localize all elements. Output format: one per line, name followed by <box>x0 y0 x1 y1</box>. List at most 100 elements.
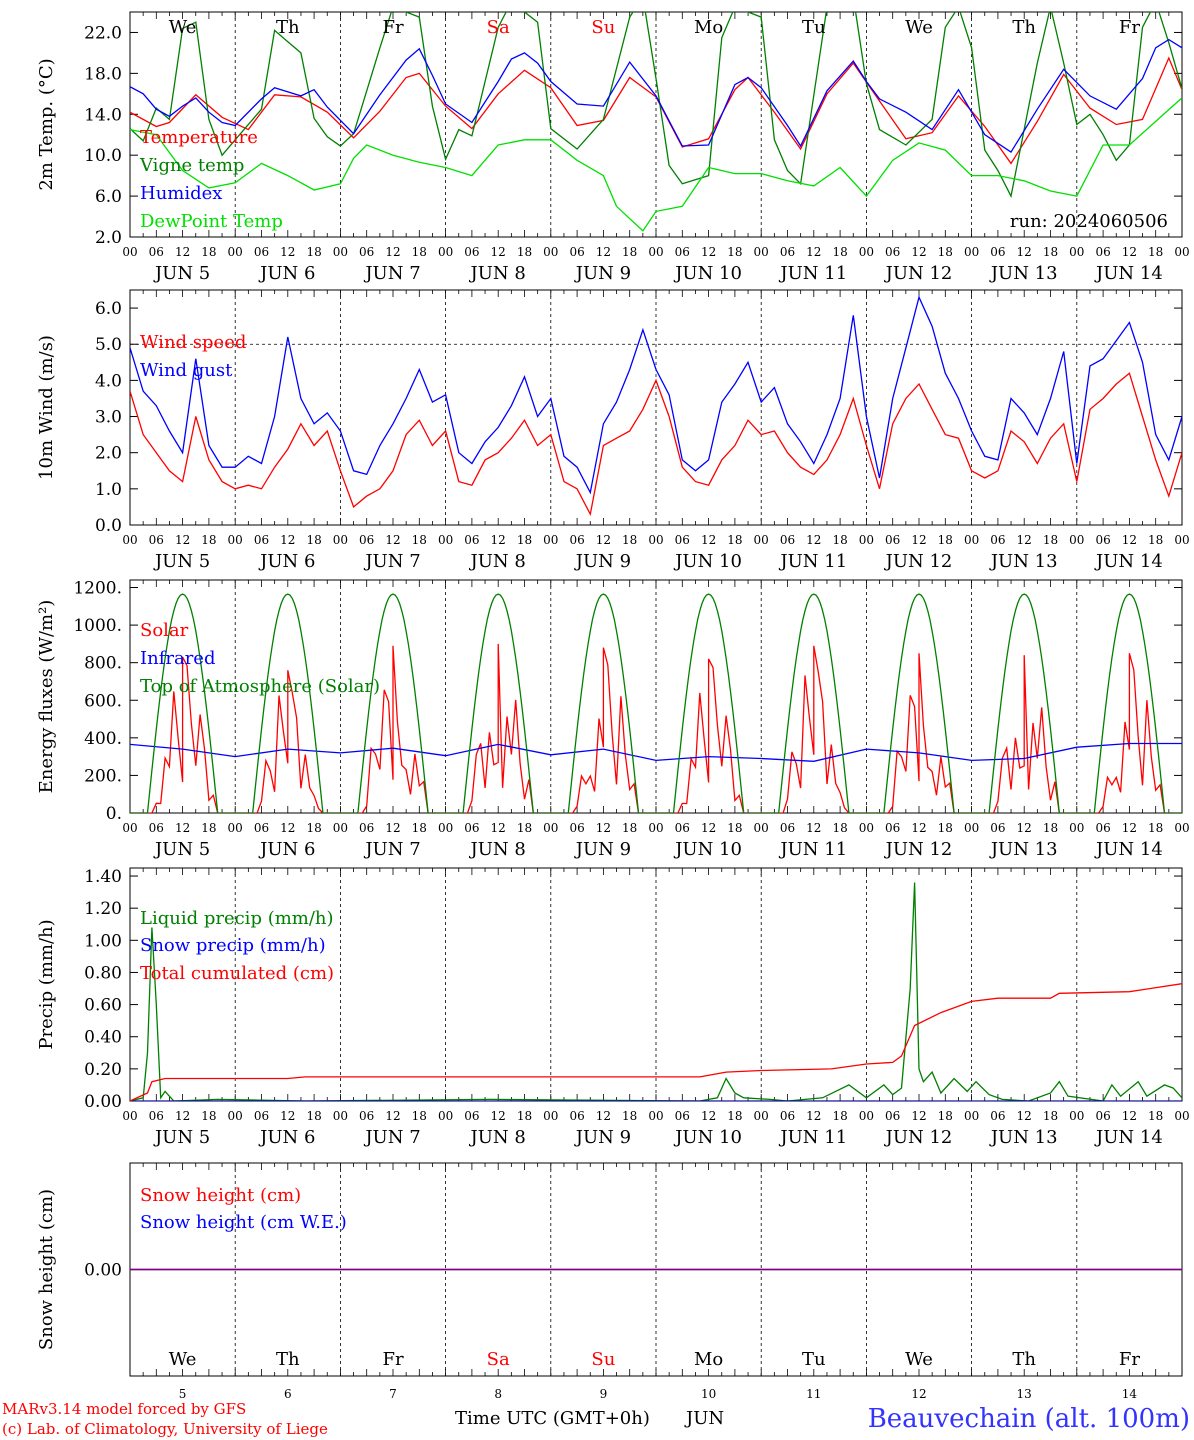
hour-label: 18 <box>1148 533 1163 547</box>
hour-label: 00 <box>543 821 558 835</box>
day-name: Su <box>591 17 615 38</box>
date-label: JUN 6 <box>258 551 315 572</box>
date-label: JUN 6 <box>258 263 315 284</box>
date-number: 11 <box>806 1387 821 1401</box>
date-label: JUN 5 <box>153 263 210 284</box>
y-tick-label: 0.40 <box>84 1028 122 1048</box>
date-label: JUN 5 <box>153 551 210 572</box>
date-label: JUN 7 <box>363 551 420 572</box>
y-tick-label: 5.0 <box>95 335 122 355</box>
hour-label: 00 <box>543 245 558 259</box>
date-label: JUN 11 <box>778 551 847 572</box>
hour-label: 12 <box>385 245 400 259</box>
hour-label: 00 <box>543 1109 558 1123</box>
date-label: JUN 8 <box>469 263 526 284</box>
hour-label: 00 <box>438 1109 453 1123</box>
hour-label: 00 <box>648 533 663 547</box>
date-label: JUN 6 <box>258 839 315 860</box>
hour-label: 00 <box>859 1109 874 1123</box>
hour-label: 00 <box>1069 1109 1084 1123</box>
hour-label: 00 <box>964 821 979 835</box>
hour-label: 00 <box>122 1109 137 1123</box>
date-label: JUN 8 <box>469 839 526 860</box>
hour-label: 18 <box>517 245 532 259</box>
date-number: 12 <box>911 1387 926 1401</box>
hour-label: 12 <box>701 533 716 547</box>
hour-label: 18 <box>517 821 532 835</box>
panels-layer: 2.0 6.0 10.0 14.0 18.0 22.0 2m Temp. (°C) Tempe… <box>36 11 1190 1401</box>
hour-label: 12 <box>175 1109 190 1123</box>
hour-label: 06 <box>780 1109 795 1123</box>
hour-label: 00 <box>333 533 348 547</box>
hour-label: 00 <box>1174 533 1189 547</box>
hour-label: 06 <box>569 1109 584 1123</box>
series-line-humidex <box>130 38 1182 154</box>
hour-label: 06 <box>990 1109 1005 1123</box>
hour-label: 18 <box>727 245 742 259</box>
date-label: JUN 14 <box>1094 839 1163 860</box>
date-label: JUN 12 <box>884 263 953 284</box>
hour-label: 18 <box>201 1109 216 1123</box>
date-label: JUN 9 <box>574 1127 631 1148</box>
hour-label: 18 <box>938 821 953 835</box>
series-line-vigne-temp <box>130 12 1182 199</box>
date-label: JUN 13 <box>989 839 1058 860</box>
hour-label: 12 <box>806 245 821 259</box>
panel-frame <box>129 11 1183 238</box>
hour-label: 06 <box>675 245 690 259</box>
y-tick-label: 1.00 <box>84 931 122 951</box>
hour-label: 00 <box>754 533 769 547</box>
legend-entry: Top of Atmosphere (Solar) <box>140 676 380 697</box>
series-line-liquid-precip-mm-h- <box>130 882 1182 1101</box>
hour-label: 12 <box>1017 1109 1032 1123</box>
hour-label: 12 <box>491 245 506 259</box>
chart-panel-3: 0. 200. 400. 600. 800. 1000. 1200. Energy fluxe… <box>36 579 1190 860</box>
hour-label: 00 <box>1174 821 1189 835</box>
day-name: Tu <box>802 17 826 38</box>
day-name: We <box>169 1349 197 1370</box>
hour-label: 06 <box>149 533 164 547</box>
hour-label: 00 <box>122 245 137 259</box>
y-tick-label: 0.00 <box>84 1261 122 1281</box>
day-name: Fr <box>1119 17 1140 38</box>
series-line-dewpoint-temp <box>130 97 1182 232</box>
legend-entry: DewPoint Temp <box>140 211 283 232</box>
y-tick-label: 1.40 <box>84 867 122 887</box>
hour-label: 00 <box>964 1109 979 1123</box>
hour-label: 00 <box>648 1109 663 1123</box>
hour-label: 12 <box>911 245 926 259</box>
y-tick-label: 3.0 <box>95 408 122 428</box>
hour-label: 06 <box>885 821 900 835</box>
y-tick-label: 1.20 <box>84 899 122 919</box>
day-name: Fr <box>382 17 403 38</box>
hour-label: 06 <box>464 1109 479 1123</box>
hour-label: 00 <box>543 533 558 547</box>
legend-entry: Snow precip (mm/h) <box>140 935 326 956</box>
day-name: Th <box>1012 1349 1036 1370</box>
date-label: JUN 14 <box>1094 263 1163 284</box>
legend-entry: Solar <box>140 620 189 641</box>
date-label: JUN 8 <box>469 551 526 572</box>
date-label: JUN 10 <box>673 839 742 860</box>
date-label: JUN 10 <box>673 263 742 284</box>
date-label: JUN 11 <box>778 1127 847 1148</box>
hour-label: 18 <box>1148 821 1163 835</box>
day-name: Sa <box>487 1349 510 1370</box>
hour-label: 00 <box>1069 533 1084 547</box>
series-layer <box>130 295 1182 517</box>
hour-label: 00 <box>438 821 453 835</box>
hour-label: 06 <box>1095 821 1110 835</box>
day-name: Th <box>276 17 300 38</box>
hour-label: 12 <box>806 1109 821 1123</box>
hour-label: 12 <box>1017 245 1032 259</box>
hour-label: 12 <box>385 533 400 547</box>
hour-label: 18 <box>1043 821 1058 835</box>
hour-label: 12 <box>1122 821 1137 835</box>
hour-label: 12 <box>701 1109 716 1123</box>
hour-label: 00 <box>333 821 348 835</box>
hour-label: 06 <box>675 1109 690 1123</box>
date-label: JUN 12 <box>884 839 953 860</box>
hour-label: 00 <box>122 821 137 835</box>
hour-label: 12 <box>491 533 506 547</box>
hour-label: 18 <box>832 821 847 835</box>
